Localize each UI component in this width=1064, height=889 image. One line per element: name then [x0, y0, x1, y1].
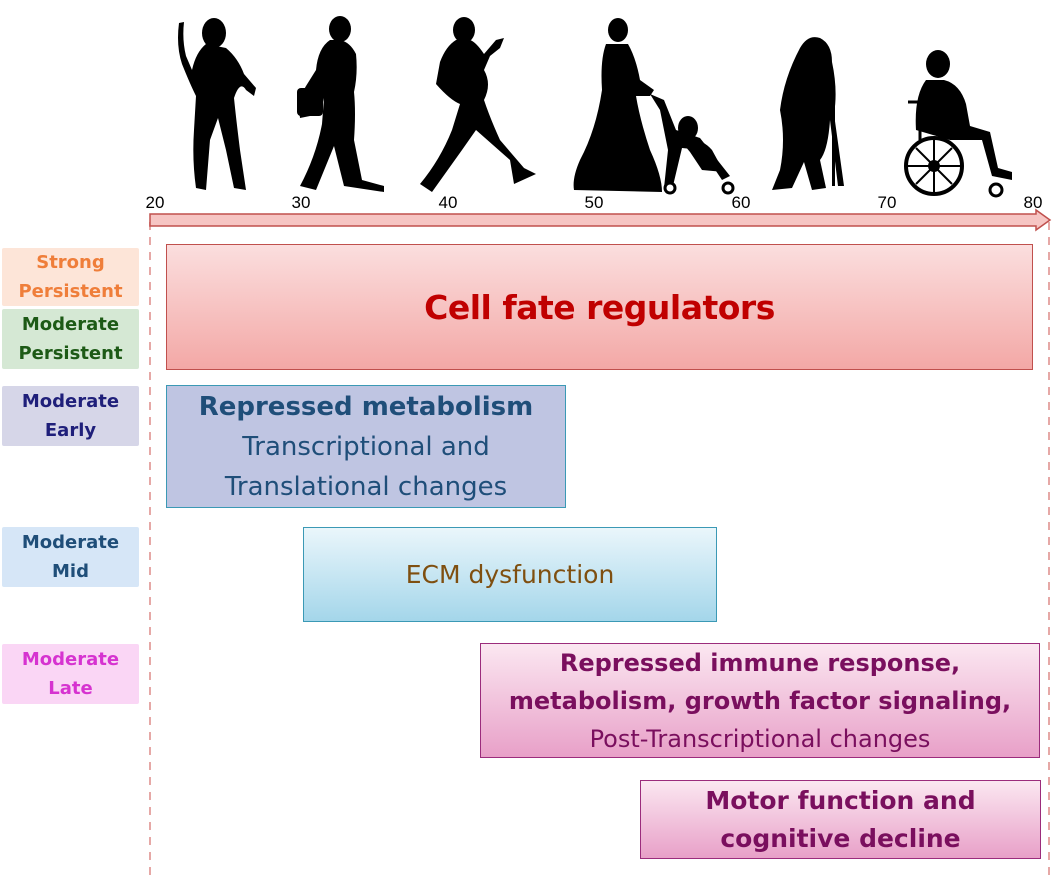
- bar-cell-fate-regulators: Cell fate regulators: [166, 244, 1033, 370]
- tick-label-70: 70: [877, 193, 897, 212]
- bar-mid-line1: ECM dysfunction: [405, 560, 615, 589]
- tick-label-40: 40: [438, 193, 458, 212]
- label-moderate-early: Moderate Early: [2, 386, 139, 446]
- label-moderate-mid-line1: Moderate: [21, 532, 120, 553]
- person-in-wheelchair-silhouette: [904, 50, 1012, 198]
- woman-with-stroller-silhouette: [573, 18, 735, 195]
- label-moderate-mid: Moderate Mid: [2, 527, 139, 587]
- bar-early-line3: Translational changes: [224, 471, 508, 502]
- elderly-woman-with-cane-silhouette: [772, 37, 844, 190]
- walking-woman-with-bag-silhouette: [297, 16, 384, 192]
- timeline-arrow: [149, 208, 1052, 232]
- bar-early-line2: Transcriptional and: [242, 431, 490, 462]
- bar-cell-fate-line1: Cell fate regulators: [424, 287, 775, 327]
- label-moderate-late: Moderate Late: [2, 644, 139, 704]
- bar-ecm-dysfunction: ECM dysfunction: [303, 527, 717, 622]
- bar-late-line3: Post-Transcriptional changes: [589, 724, 931, 753]
- label-moderate-early-line2: Early: [44, 420, 97, 441]
- bar-motor-cognitive-decline: Motor function and cognitive decline: [640, 780, 1041, 859]
- tick-label-60: 60: [731, 193, 751, 212]
- bar-late-line1: Repressed immune response,: [559, 648, 961, 677]
- tick-label-30: 30: [291, 193, 311, 212]
- label-moderate-persistent-line1: Moderate: [21, 314, 120, 335]
- label-moderate-persistent-line2: Persistent: [18, 343, 123, 364]
- pregnant-woman-walking-silhouette: [420, 17, 536, 192]
- label-moderate-late-line2: Late: [48, 678, 93, 699]
- bar-early-line1: Repressed metabolism: [198, 391, 534, 422]
- young-woman-silhouette: [178, 18, 256, 190]
- bar-motor-line1: Motor function and: [705, 785, 976, 815]
- tick-label-20: 20: [145, 193, 165, 212]
- bar-motor-line2: cognitive decline: [720, 823, 961, 853]
- age-silhouettes: [178, 16, 1012, 198]
- bar-repressed-metabolism: Repressed metabolism Transcriptional and…: [166, 385, 566, 508]
- bar-late-line2: metabolism, growth factor signaling,: [508, 686, 1012, 715]
- age-axis: [149, 208, 1052, 880]
- label-strong-persistent-line2: Persistent: [18, 281, 123, 302]
- tick-label-80: 80: [1023, 193, 1043, 212]
- label-strong-persistent: Strong Persistent: [2, 248, 139, 306]
- tick-label-50: 50: [584, 193, 604, 212]
- bar-repressed-immune-response: Repressed immune response, metabolism, g…: [480, 643, 1040, 758]
- label-moderate-mid-line2: Mid: [52, 561, 89, 582]
- label-moderate-early-line1: Moderate: [21, 391, 120, 412]
- label-moderate-late-line1: Moderate: [21, 649, 120, 670]
- label-moderate-persistent: Moderate Persistent: [2, 309, 139, 369]
- label-strong-persistent-line1: Strong: [36, 252, 105, 273]
